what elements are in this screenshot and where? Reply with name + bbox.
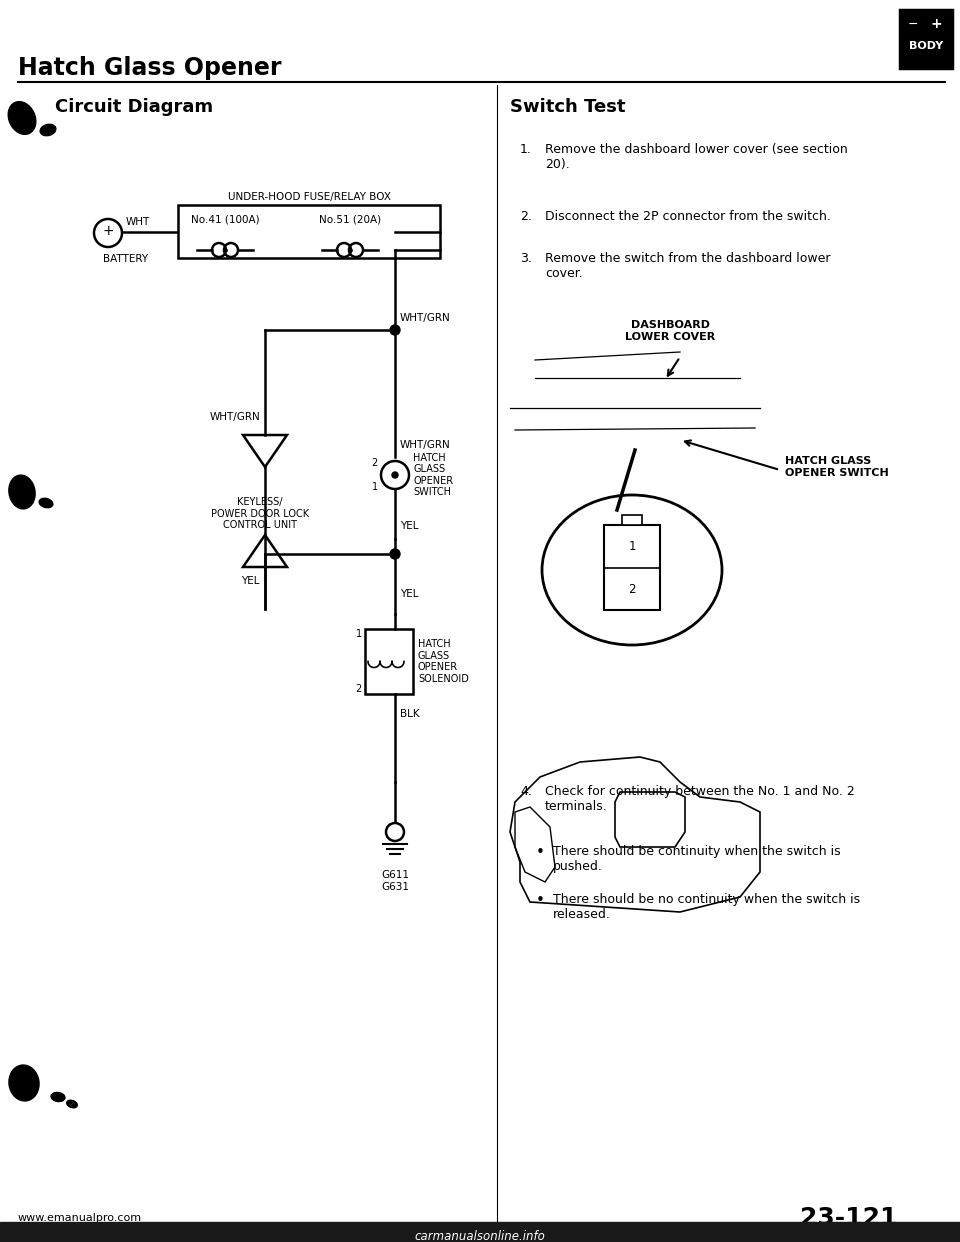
Text: −: − (908, 17, 919, 31)
Text: 2.: 2. (520, 210, 532, 224)
Ellipse shape (39, 498, 53, 508)
Text: WHT/GRN: WHT/GRN (209, 412, 260, 422)
Bar (622, 515, 642, 525)
Text: Disconnect the 2P connector from the switch.: Disconnect the 2P connector from the swi… (545, 210, 830, 224)
Text: No.41 (100A): No.41 (100A) (191, 214, 259, 224)
Text: •: • (536, 845, 544, 859)
Text: 1.: 1. (520, 143, 532, 156)
Text: Hatch Glass Opener: Hatch Glass Opener (18, 56, 281, 79)
Text: No.51 (20A): No.51 (20A) (319, 214, 381, 224)
Text: G611
G631: G611 G631 (381, 869, 409, 892)
Ellipse shape (9, 102, 36, 134)
Text: +: + (102, 224, 114, 238)
Text: 4.: 4. (520, 785, 532, 799)
Circle shape (390, 325, 400, 335)
Text: KEYLESS/
POWER DOOR LOCK
CONTROL UNIT: KEYLESS/ POWER DOOR LOCK CONTROL UNIT (211, 497, 309, 530)
Text: There should be continuity when the switch is
pushed.: There should be continuity when the swit… (553, 845, 841, 873)
Text: 2: 2 (628, 582, 636, 596)
Text: BATTERY: BATTERY (103, 255, 148, 265)
Text: 2: 2 (372, 458, 378, 468)
Circle shape (390, 549, 400, 559)
Text: 3.: 3. (520, 252, 532, 265)
Ellipse shape (9, 476, 36, 509)
Text: YEL: YEL (400, 589, 419, 599)
Text: www.emanualpro.com: www.emanualpro.com (18, 1213, 142, 1223)
Text: HATCH
GLASS
OPENER
SWITCH: HATCH GLASS OPENER SWITCH (413, 452, 453, 497)
Text: HATCH
GLASS
OPENER
SOLENOID: HATCH GLASS OPENER SOLENOID (418, 640, 468, 684)
Text: UNDER-HOOD FUSE/RELAY BOX: UNDER-HOOD FUSE/RELAY BOX (228, 193, 391, 202)
Ellipse shape (66, 1100, 78, 1108)
Text: 1: 1 (628, 540, 636, 554)
Bar (900, 10, 952, 68)
Bar (178, 205, 440, 258)
Text: 1: 1 (356, 628, 362, 638)
Ellipse shape (9, 1066, 39, 1100)
Bar (365, 628, 413, 694)
Text: WHT: WHT (126, 217, 151, 227)
Text: YEL: YEL (400, 520, 419, 532)
Bar (604, 525, 660, 610)
Text: HATCH GLASS
OPENER SWITCH: HATCH GLASS OPENER SWITCH (785, 456, 889, 478)
Bar (0, 1222, 960, 1242)
Text: BLK: BLK (400, 709, 420, 719)
Text: carmanualsonline.info: carmanualsonline.info (415, 1230, 545, 1242)
Text: Circuit Diagram: Circuit Diagram (55, 98, 213, 116)
Text: Switch Test: Switch Test (510, 98, 626, 116)
Text: WHT/GRN: WHT/GRN (400, 440, 451, 450)
Ellipse shape (51, 1093, 65, 1102)
Text: Check for continuity between the No. 1 and No. 2
terminals.: Check for continuity between the No. 1 a… (545, 785, 854, 814)
Text: WHT/GRN: WHT/GRN (400, 313, 451, 323)
Ellipse shape (40, 124, 56, 135)
Text: There should be no continuity when the switch is
released.: There should be no continuity when the s… (553, 893, 860, 922)
Text: BODY: BODY (909, 41, 943, 51)
Text: •: • (536, 893, 544, 908)
Text: 23-121: 23-121 (800, 1206, 898, 1230)
Circle shape (392, 472, 398, 478)
Text: Remove the dashboard lower cover (see section
20).: Remove the dashboard lower cover (see se… (545, 143, 848, 171)
Text: DASHBOARD
LOWER COVER: DASHBOARD LOWER COVER (625, 320, 715, 342)
Text: Remove the switch from the dashboard lower
cover.: Remove the switch from the dashboard low… (545, 252, 830, 279)
Text: 1: 1 (372, 482, 378, 492)
Text: YEL: YEL (242, 576, 260, 586)
Text: +: + (930, 17, 942, 31)
Text: 2: 2 (356, 684, 362, 694)
